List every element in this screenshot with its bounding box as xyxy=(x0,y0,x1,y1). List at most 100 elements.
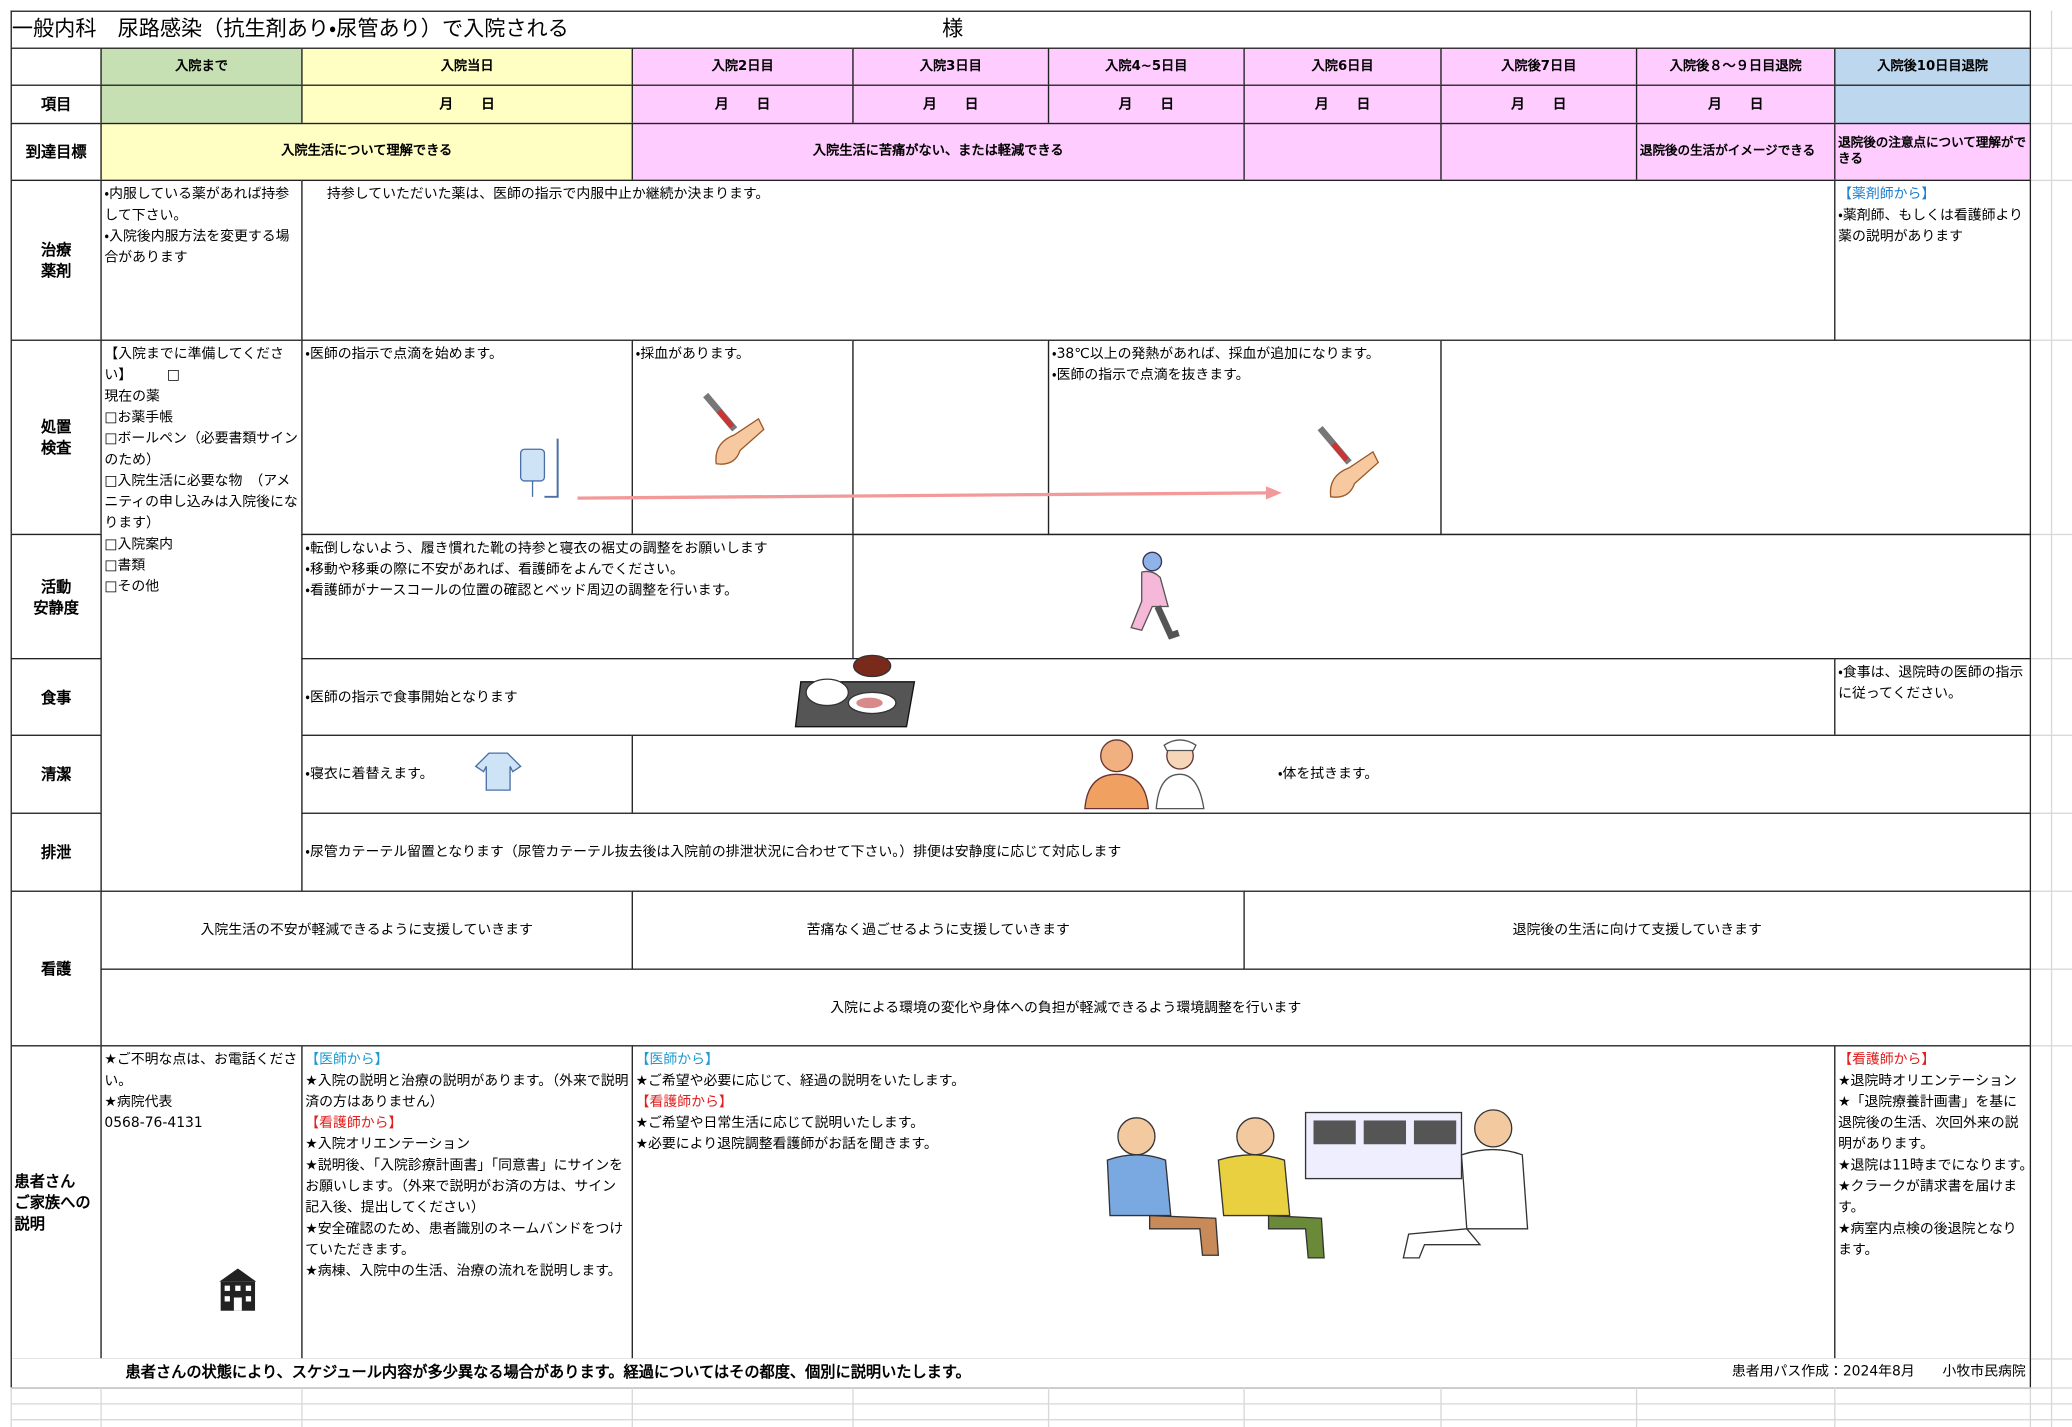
date-cell: 月 日 xyxy=(631,84,854,125)
iv-arrow xyxy=(577,486,1282,500)
hospital-icon xyxy=(219,1268,257,1311)
sheet-gridline xyxy=(10,1387,2072,1389)
column-header: 入院後7日目 xyxy=(1440,47,1638,86)
cell-text: 項目 xyxy=(40,95,72,114)
cell-text: ・薬剤師、もしくは看護師より薬の説明があります xyxy=(1838,207,2023,245)
medication-cell: 持参していただいた薬は、医師の指示で内服中止か継続か決まります。 xyxy=(301,179,1836,341)
column-header: 入院後８～９日目退院 xyxy=(1635,47,1836,86)
cell-text: 入院3日目 xyxy=(919,58,982,74)
cell-text: 退院後の注意点について理解ができる xyxy=(1838,136,2027,167)
explanation-cell: ★ご不明な点は、お電話ください。 ★病院代表 0568-76-4131 xyxy=(100,1045,303,1360)
cell-text: 【医師から】 xyxy=(305,1051,389,1068)
row-label: 食事 xyxy=(10,658,102,736)
sheet-gridline xyxy=(2031,533,2072,536)
cell-text: 入院当日 xyxy=(440,58,494,74)
sheet-gridline xyxy=(2031,84,2072,86)
date-cell: 月 日 xyxy=(1243,84,1442,125)
column-header: 入院まで xyxy=(100,47,303,86)
cell-text: 入院による環境の変化や身体への負担が軽減できるよう環境調整を行います xyxy=(830,999,1302,1016)
row-label: 処置 検査 xyxy=(10,339,102,536)
cell-text: 【看護師から】 xyxy=(635,1094,733,1110)
cell-text: 月 日 xyxy=(1314,96,1371,113)
cell-text: 退院後の生活に向けて支援していきます xyxy=(1512,922,1762,939)
excretion-cell: ・尿管カテーテル留置となります（尿管カテーテル抜去後は入院前の排泄状況に合わせて… xyxy=(301,812,2032,892)
blank-cell xyxy=(1834,84,2032,125)
sheet-gridline xyxy=(2031,812,2072,814)
sheet-gridline xyxy=(2031,122,2072,125)
column-header: 入院3日目 xyxy=(852,47,1050,86)
cell-text: ・医師の指示で食事開始となります xyxy=(305,689,518,705)
cell-text: 【薬剤師から】・薬剤師、もしくは看護師より薬の説明があります xyxy=(1838,184,2027,247)
sheet-gridline xyxy=(2031,1045,2072,1047)
title: 一般内科 尿路感染（抗生剤あり・尿管あり）で入院される xyxy=(11,15,569,41)
cell-text: 【看護師から】 ★退院時オリエンテーション ★「退院療養計画書」を基に退院後の生活… xyxy=(1838,1049,2027,1260)
cell-text: 入院後８～９日目退院 xyxy=(1669,58,1802,74)
cell-text: ★ご希望や必要に応じて、経過の説明をいたします。 xyxy=(635,1072,966,1089)
sheet-gridline xyxy=(852,1387,854,1427)
cell-text: 看護 xyxy=(40,959,72,978)
preparation-cell: 【入院までに準備してください】 □ 現在の薬 □お薬手帳 □ボールペン（必要書類… xyxy=(100,339,303,892)
cell-text: ★ご不明な点は、お電話ください。 ★病院代表 0568-76-4131 xyxy=(104,1051,298,1132)
blood-test-icon xyxy=(703,392,765,465)
column-header: 入院4~5日目 xyxy=(1047,47,1245,86)
cell-text: 入院生活に苦痛がない、または軽減できる xyxy=(812,144,1064,159)
cell-text: 月 日 xyxy=(1118,96,1175,113)
cell-text: 【薬剤師から】 xyxy=(1838,186,1936,203)
sheet-gridline xyxy=(100,1387,102,1427)
sheet-gridline xyxy=(631,1387,633,1427)
nursing-cell: 入院生活の不安が軽減できるように支援していきます xyxy=(100,890,633,970)
cell-text: 患者さん ご家族への 説明 xyxy=(14,1171,91,1233)
cell-text: ・転倒しないよう、履き慣れた靴の持参と寝衣の裾丈の調整をお願いします ・移動や移… xyxy=(305,540,768,599)
sheet-gridline xyxy=(1243,1387,1245,1427)
sheet-gridline xyxy=(2031,968,2072,970)
cell-text: 退院後の生活がイメージできる xyxy=(1639,144,1816,159)
footer: 患者さんの状態により、スケジュール内容が多少異なる場合があります。経過については… xyxy=(10,1358,2032,1389)
column-header: 入院6日目 xyxy=(1243,47,1442,86)
cell-text: 持参していただいた薬は、医師の指示で内服中止か継続か決まります。 xyxy=(313,186,770,203)
cell-text: 入院4~5日目 xyxy=(1105,58,1188,74)
nightwear-icon xyxy=(474,752,522,791)
cell-text: 活動 安静度 xyxy=(33,576,79,617)
cell-text: ・内服している薬があれば持参して下さい。 ・入院後内服方法を変更する場合がありま… xyxy=(104,186,290,266)
cell-text: ・体を拭きます。 xyxy=(1277,766,1379,783)
cell-text: ・採血があります。 xyxy=(635,346,750,363)
nursing-cell: 入院による環境の変化や身体への負担が軽減できるよう環境調整を行います xyxy=(100,968,2032,1047)
cell-text: ・医師の指示で点滴を始めます。 xyxy=(305,346,503,363)
row-label: 患者さん ご家族への 説明 xyxy=(10,1045,102,1360)
column-header: 入院後10日目退院 xyxy=(1834,47,2032,86)
cell-text: 食事 xyxy=(40,687,72,707)
blood-test-icon xyxy=(1317,425,1380,498)
blank-cell xyxy=(1243,122,1442,182)
sheet-gridline xyxy=(1635,1387,1638,1427)
blank-cell xyxy=(1440,122,1638,182)
date-cell: 月 日 xyxy=(852,84,1050,125)
row-label: 活動 安静度 xyxy=(10,533,102,660)
medication-cell: ・内服している薬があれば持参して下さい。 ・入院後内服方法を変更する場合がありま… xyxy=(100,179,303,341)
walking-figure xyxy=(1130,551,1180,640)
sheet-gridline xyxy=(301,1387,303,1427)
date-cell: 月 日 xyxy=(1047,84,1245,125)
cell-text: 【医師から】 ★入院の説明と治療の説明があります。（外来で説明済の方はありません）… xyxy=(305,1049,629,1282)
blank-cell xyxy=(852,339,1050,536)
cell-text: 【看護師から】 xyxy=(305,1115,403,1132)
row-label: 項目 xyxy=(10,84,102,125)
cell-text: 排泄 xyxy=(40,842,72,862)
cell-text: 入院後10日目退院 xyxy=(1877,58,1989,74)
goal-cell: 入院生活に苦痛がない、または軽減できる xyxy=(631,122,1245,182)
iv-drip-icon xyxy=(519,438,559,498)
cell-text: 入院後7日目 xyxy=(1501,58,1577,74)
date-cell: 月 日 xyxy=(1440,84,1638,125)
cell-text: 清潔 xyxy=(40,765,72,784)
sheet-gridline xyxy=(1047,1387,1050,1427)
cell-text: ★退院時オリエンテーション ★「退院療養計画書」を基に退院後の生活、次回外来の説… xyxy=(1838,1072,2027,1258)
column-header: 入院当日 xyxy=(301,47,633,86)
cell-text: 入院生活について理解できる xyxy=(281,144,453,159)
cell-text: 【看護師から】 xyxy=(1838,1051,1936,1068)
cell-text: ・38℃以上の発熱があれば、採血が追加になります。 ・医師の指示で点滴を抜きます… xyxy=(1051,346,1380,384)
goal-cell: 入院生活について理解できる xyxy=(100,122,633,182)
row-label: 排泄 xyxy=(10,812,102,892)
nursing-cell: 苦痛なく過ごせるように支援していきます xyxy=(631,890,1245,970)
wipe-body-illustration xyxy=(1084,739,1205,810)
